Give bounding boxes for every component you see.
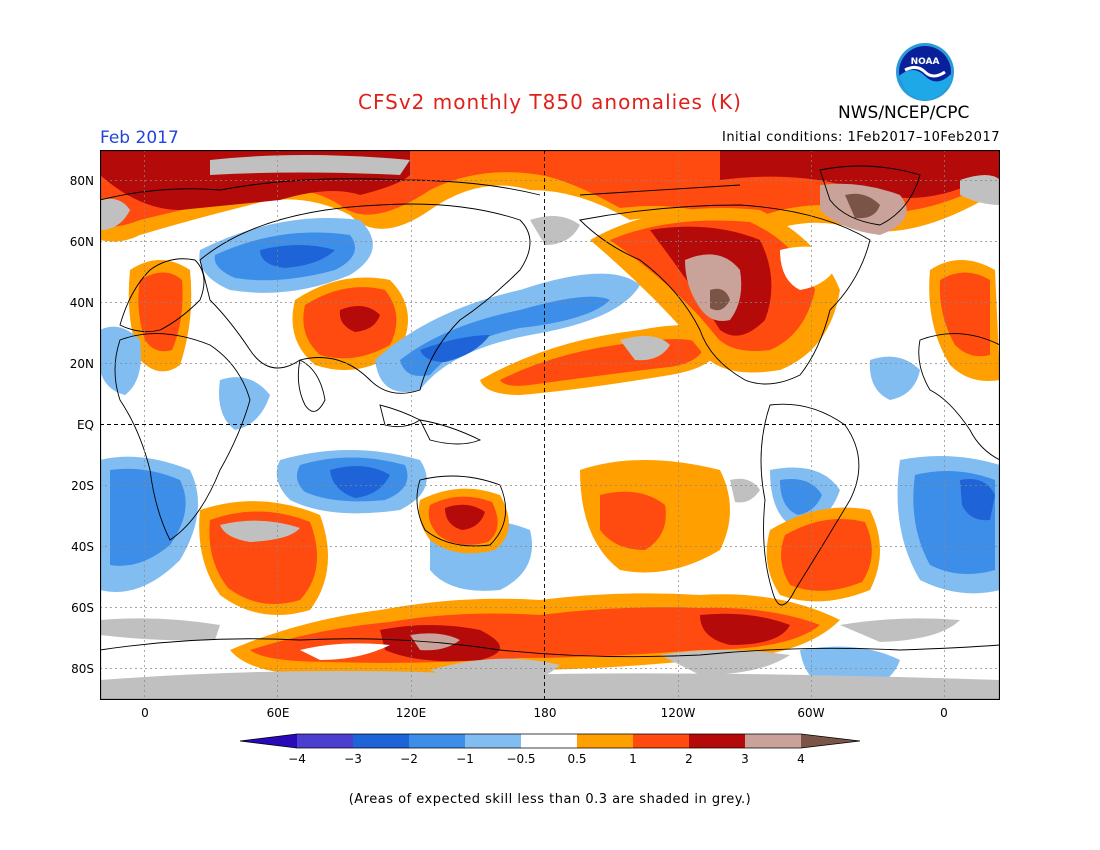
colorbar-swatch-below-4 xyxy=(240,734,297,748)
skill-footnote: (Areas of expected skill less than 0.3 a… xyxy=(348,792,752,807)
lat-label-80s: 80S xyxy=(71,662,94,676)
colorbar-label: −0.5 xyxy=(506,752,536,766)
coastlines xyxy=(100,165,1000,658)
anomaly-map xyxy=(100,150,1000,700)
colorbar-swatch-neutral xyxy=(521,734,577,748)
lat-label-20n: 20N xyxy=(69,357,94,371)
colorbar-label: −4 xyxy=(288,752,306,766)
lon-label-60w: 60W xyxy=(797,706,825,720)
low-skill-grey-areas xyxy=(100,155,1000,700)
noaa-logo: NOAA xyxy=(896,43,954,101)
lat-label-40s: 40S xyxy=(71,540,94,554)
lat-lon-grid xyxy=(100,150,1000,700)
map-title: CFSv2 monthly T850 anomalies (K) xyxy=(358,90,742,114)
lon-label-180: 180 xyxy=(533,706,557,720)
colorbar-label: −2 xyxy=(400,752,418,766)
asia-warm-anomaly xyxy=(292,277,408,370)
lon-label-0: 0 xyxy=(141,706,149,720)
lat-label-20s: 20S xyxy=(71,479,94,493)
colorbar-label: 3 xyxy=(741,752,749,766)
lat-label-60s: 60S xyxy=(71,601,94,615)
lat-label-60n: 60N xyxy=(69,235,94,249)
lat-label-eq: EQ xyxy=(76,418,94,432)
lon-label-120w: 120W xyxy=(660,706,696,720)
equator-dateline xyxy=(100,150,1000,700)
forecast-month: Feb 2017 xyxy=(100,128,179,148)
map-frame xyxy=(100,150,1000,700)
initial-conditions: Initial conditions: 1Feb2017–10Feb2017 xyxy=(721,130,1000,145)
lon-label-60e: 60E xyxy=(266,706,290,720)
colorbar-swatch-1-2 xyxy=(633,734,689,748)
lat-label-40n: 40N xyxy=(69,296,94,310)
eurasia-cold-anomaly xyxy=(199,218,373,293)
lat-label-80n: 80N xyxy=(69,174,94,188)
agency-label: NWS/NCEP/CPC xyxy=(838,103,970,123)
colorbar xyxy=(240,733,861,749)
colorbar-label: 4 xyxy=(797,752,805,766)
south-pacific-warm-anomaly xyxy=(580,460,730,573)
colorbar-swatch-above-4 xyxy=(801,734,860,748)
colorbar-swatch-1-05 xyxy=(465,734,521,748)
pacific-anomalies xyxy=(375,273,722,395)
australia-warm-anomaly xyxy=(418,488,509,554)
colorbar-swatch-2-3 xyxy=(689,734,745,748)
south-atlantic-warm-anomaly xyxy=(766,507,880,602)
colorbar-label: 1 xyxy=(629,752,637,766)
colorbar-swatch-4-3 xyxy=(297,734,353,748)
south-indian-warm-anomaly xyxy=(199,501,328,615)
colorbar-swatch-3-2 xyxy=(353,734,409,748)
colorbar-label: −1 xyxy=(456,752,474,766)
lon-label-120e: 120E xyxy=(395,706,427,720)
colorbar-swatch-05-1 xyxy=(577,734,633,748)
north-america-warm-anomaly xyxy=(590,208,840,373)
lon-label-0-right: 0 xyxy=(940,706,948,720)
europe-warm-anomaly xyxy=(128,260,1000,381)
colorbar-label: 2 xyxy=(685,752,693,766)
colorbar-swatch-2-1 xyxy=(409,734,465,748)
logo-text: NOAA xyxy=(911,57,940,67)
colorbar-swatch-3-4 xyxy=(745,734,801,748)
colorbar-label: −3 xyxy=(344,752,362,766)
colorbar-label: 0.5 xyxy=(567,752,587,766)
